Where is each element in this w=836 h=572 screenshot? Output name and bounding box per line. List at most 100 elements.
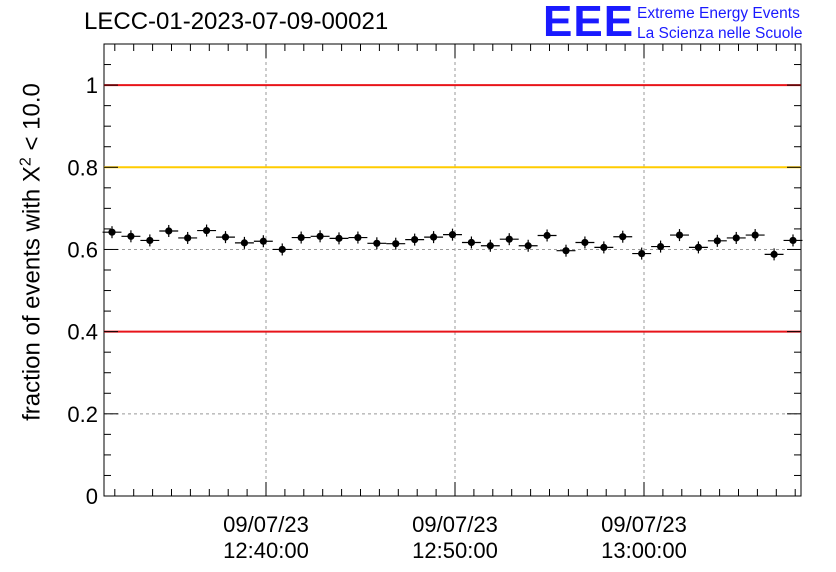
y-axis-label-text: fraction of events with X (18, 166, 46, 421)
data-point (121, 230, 141, 243)
y-axis-label: fraction of events with X2 < 10.0 (18, 83, 47, 421)
point-marker (581, 238, 589, 247)
data-point (575, 236, 595, 249)
point-marker (486, 242, 494, 250)
point-marker (354, 233, 362, 242)
x-tick-label-date: 09/07/23 (223, 512, 309, 537)
point-marker (165, 227, 173, 235)
data-point (329, 232, 349, 245)
point-marker (619, 233, 627, 241)
data-point (234, 236, 254, 249)
reference-lines (104, 84, 801, 333)
point-marker (184, 234, 192, 242)
grid (104, 44, 801, 496)
y-tick-label: 0.8 (67, 155, 98, 180)
eee-logo: EEE Extreme Energy Events La Scienza nel… (543, 0, 833, 46)
plot-frame (103, 43, 802, 497)
point-marker (448, 231, 457, 239)
x-tick-label-time: 12:50:00 (412, 538, 498, 563)
data-point (367, 237, 387, 250)
point-marker (202, 226, 211, 235)
eee-logo-mark: EEE (543, 0, 635, 46)
data-point (480, 239, 500, 252)
point-marker (259, 237, 267, 245)
data-point (272, 243, 292, 256)
data-point (632, 247, 652, 260)
data-point (253, 235, 273, 248)
data-point (443, 228, 462, 241)
point-marker (411, 235, 419, 244)
point-marker (146, 236, 154, 245)
point-marker (694, 243, 703, 251)
y-tick-label: 1 (86, 73, 98, 98)
point-marker (467, 238, 476, 247)
data-point (556, 244, 576, 257)
data-point (651, 240, 671, 253)
point-marker (316, 232, 324, 240)
data-point (688, 241, 708, 254)
y-axis-label-suffix: < 10.0 (18, 83, 46, 158)
data-point (405, 233, 425, 246)
y-tick-label: 0.6 (67, 237, 98, 262)
data-point (518, 239, 538, 252)
point-marker (789, 236, 797, 245)
data-point (594, 241, 614, 254)
data-point (348, 231, 368, 244)
data-point (499, 233, 519, 246)
point-marker (713, 237, 721, 245)
data-point (707, 234, 727, 247)
data-point (537, 229, 557, 242)
point-marker (221, 233, 230, 241)
data-point (386, 237, 406, 250)
point-marker (373, 239, 381, 247)
data-point (310, 230, 330, 243)
data-point (461, 236, 481, 249)
point-marker (656, 242, 665, 251)
point-marker (524, 242, 532, 250)
point-marker (297, 233, 305, 242)
run-title: LECC-01-2023-07-09-00021 (84, 8, 389, 35)
data-point (197, 224, 217, 237)
data-point (178, 231, 198, 244)
point-marker (240, 239, 249, 247)
point-marker (770, 250, 778, 258)
point-marker (732, 234, 740, 242)
data-point (745, 229, 765, 242)
data-point (102, 226, 122, 239)
data-point (159, 224, 179, 237)
data-point (424, 231, 444, 244)
point-marker (751, 231, 759, 239)
y-axis-label-superscript: 2 (17, 157, 35, 167)
point-marker (392, 240, 400, 248)
point-marker (543, 231, 551, 240)
point-marker (562, 247, 570, 255)
point-marker (429, 233, 438, 241)
logo-text-line2: La Scienza nelle Scuole (637, 25, 803, 42)
y-tick-label: 0.2 (67, 402, 98, 427)
point-marker (675, 231, 684, 239)
x-tick-label-date: 09/07/23 (601, 512, 687, 537)
data-point (783, 234, 803, 247)
x-tick-label-time: 12:40:00 (223, 538, 309, 563)
data-point (613, 230, 633, 243)
x-tick-label-time: 13:00:00 (601, 538, 687, 563)
point-marker (638, 249, 646, 258)
point-marker (108, 228, 116, 236)
x-tick-label-date: 09/07/23 (412, 512, 498, 537)
data-point (726, 231, 746, 244)
y-tick-label: 0.4 (67, 320, 98, 345)
y-tick-label: 0 (86, 484, 98, 509)
data-point (291, 231, 311, 244)
point-marker (335, 234, 343, 242)
point-marker (278, 245, 286, 254)
point-marker (505, 235, 513, 243)
point-marker (600, 243, 608, 251)
data-points (102, 224, 803, 261)
data-point (670, 229, 689, 242)
axes: 00.20.40.60.8109/07/2312:40:0009/07/2312… (67, 44, 801, 563)
data-point (140, 234, 160, 247)
logo-text-line1: Extreme Energy Events (637, 5, 800, 22)
data-point (764, 248, 784, 261)
data-point (216, 231, 235, 244)
